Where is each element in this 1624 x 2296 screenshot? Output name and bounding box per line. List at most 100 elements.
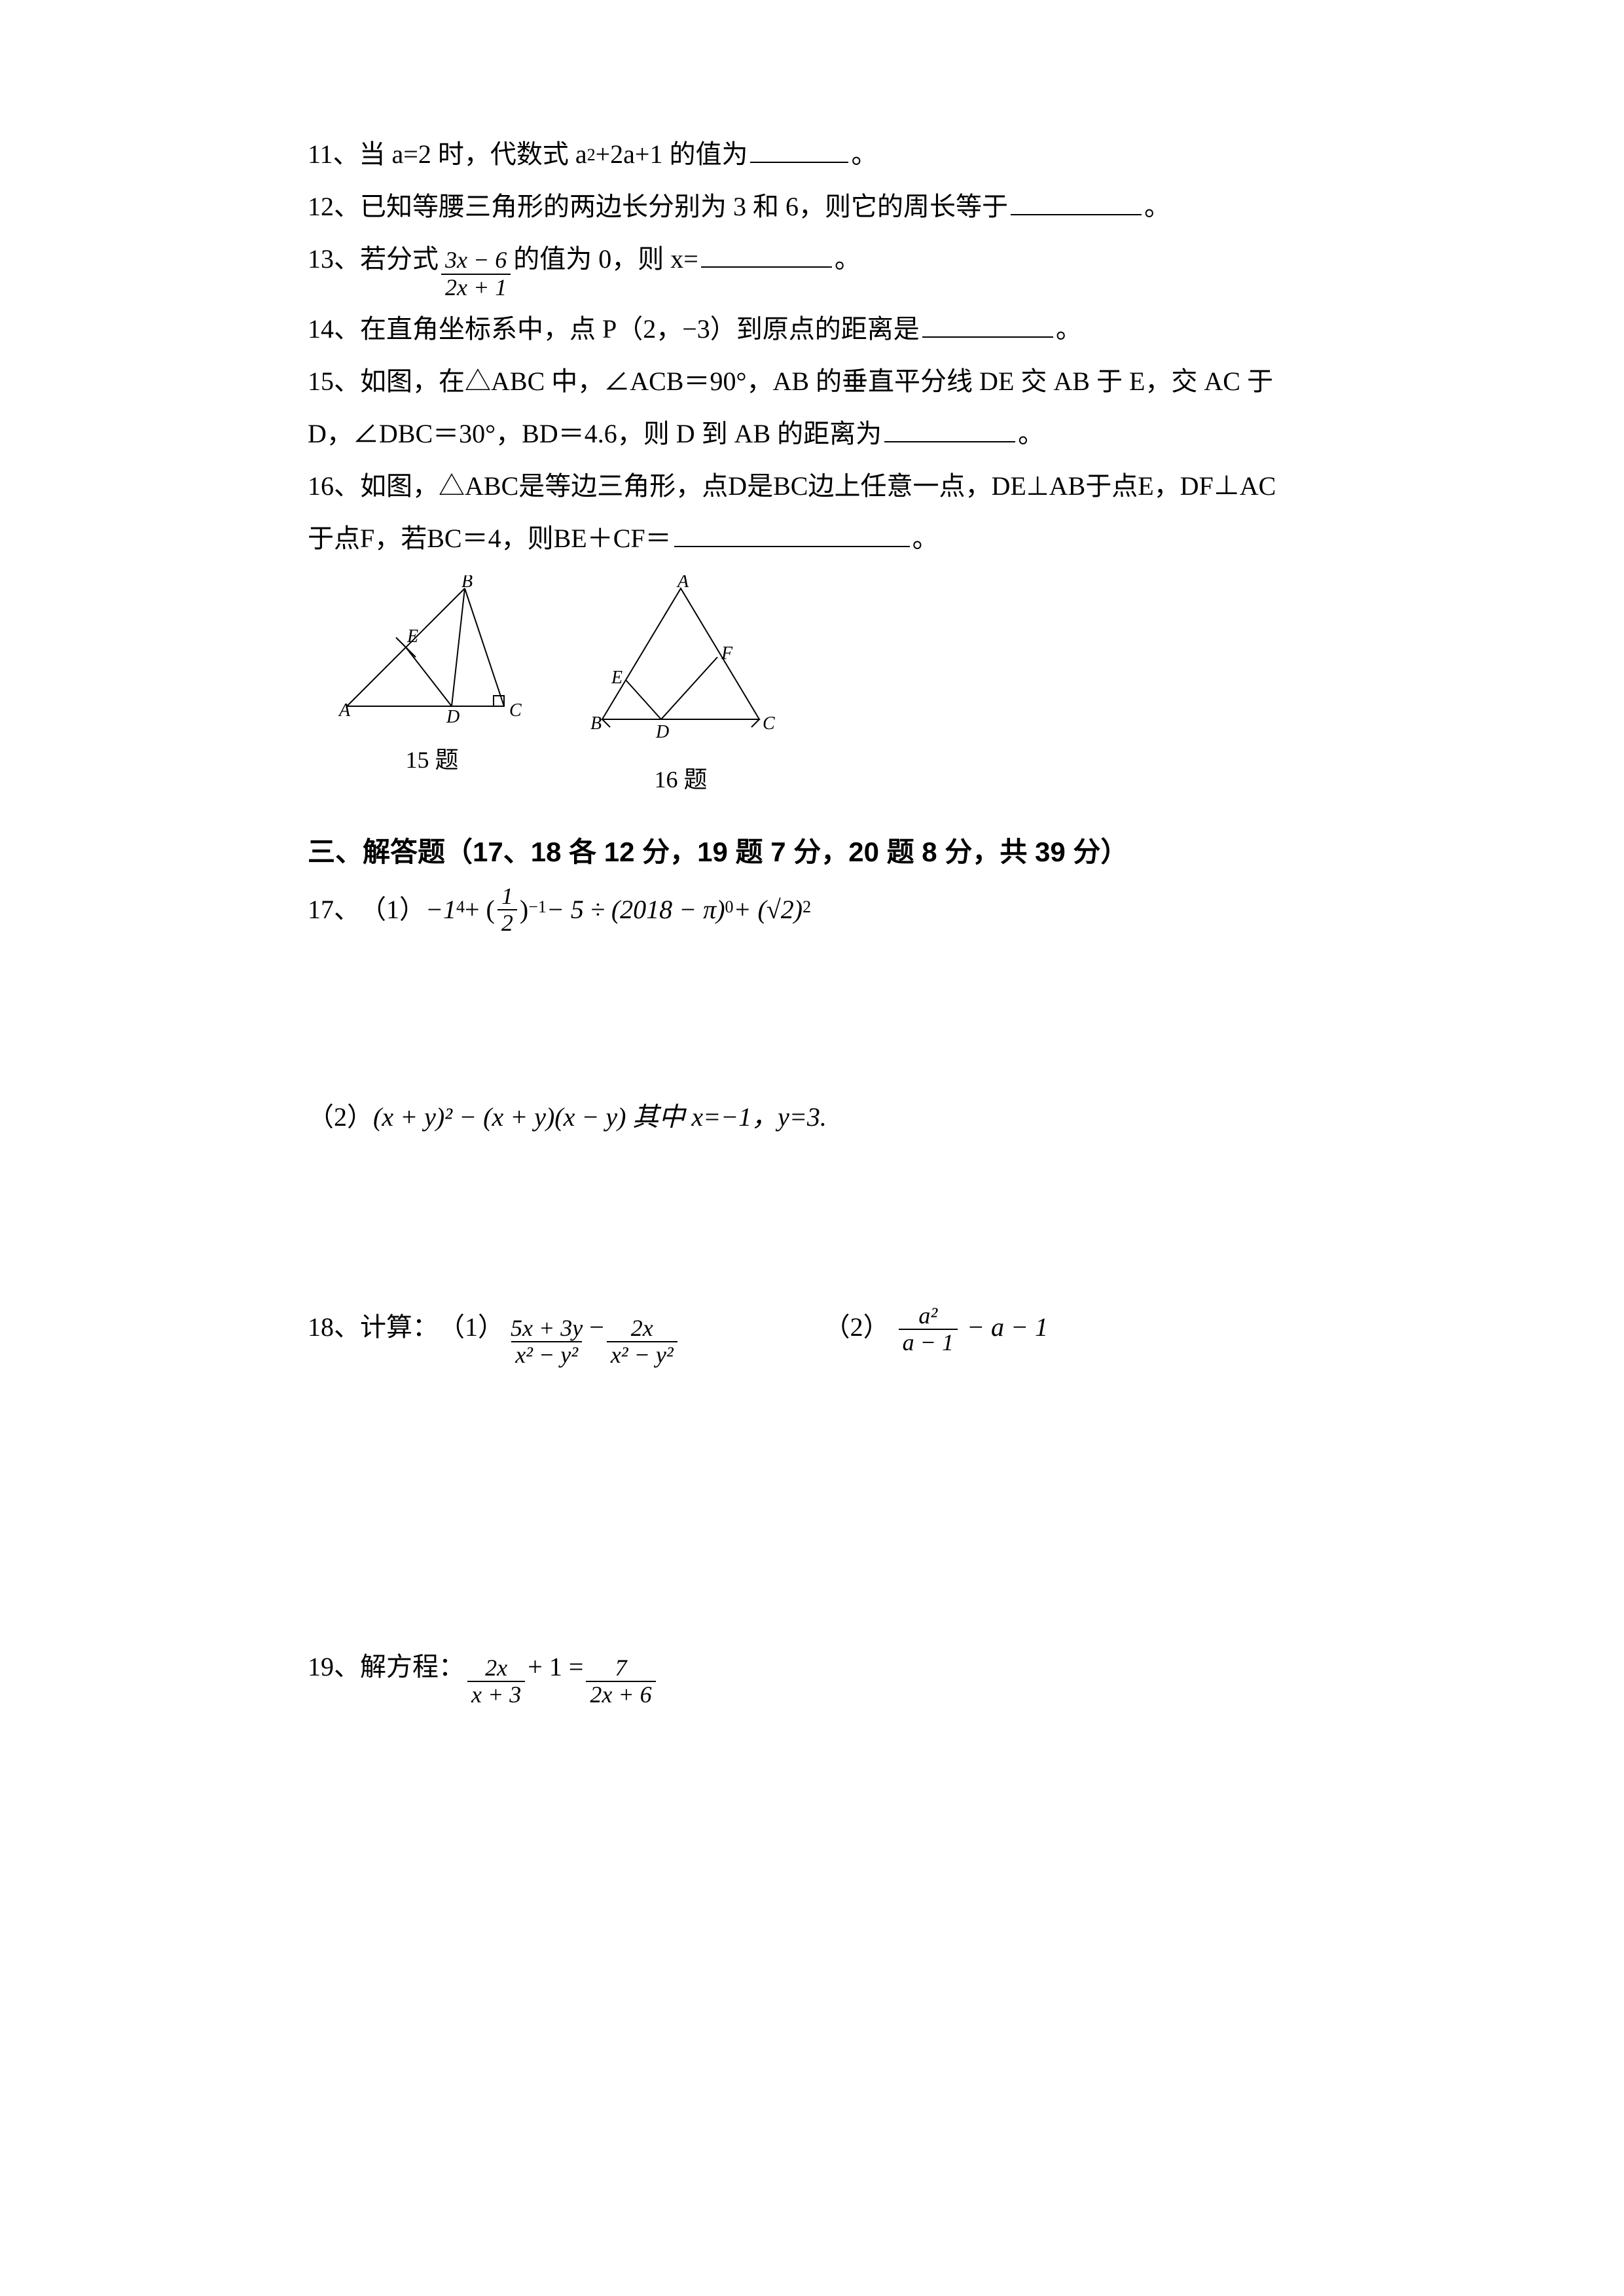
q17-sup2: 2 [803,892,811,923]
q13-blank [701,244,832,268]
q17-num: 17、 [308,886,360,933]
q18-frac3-num: a² [914,1303,941,1329]
q15-line2: D，∠DBC＝30°，BD＝4.6，则 D 到 AB 的距离为 。 [308,410,1310,457]
q17-supneg1: −1 [528,892,547,923]
figures-row: A B C D E 15 题 A B C D E F [334,575,1310,801]
q12-blank [1011,192,1142,215]
spacer-2 [308,1146,1310,1303]
q18-frac1-num: 5x + 3y [507,1316,586,1342]
q17-p2-expr: (x + y)² − (x + y)(x − y) 其中 x=−1，y=3. [373,1094,827,1141]
q19-frac2: 7 2x + 6 [586,1655,655,1708]
q18-label: 计算： [360,1304,439,1351]
spacer-3 [308,1369,1310,1526]
q17-minus5: − 5 ÷ (2018 − π) [547,886,725,933]
q19-mid: + 1 = [528,1643,583,1691]
q13-end: 。 [835,236,861,283]
q19-frac1: 2x x + 3 [467,1655,525,1708]
q18-part2-wrapper: （2） a² a − 1 − a − 1 [824,1303,1048,1356]
question-17-part1: 17、 （1） −14 + ( 1 2 )−1 − 5 ÷ (2018 − π)… [308,884,1310,937]
q18-frac3: a² a − 1 [899,1303,958,1356]
q19-num: 19、 [308,1643,360,1691]
q13-textA: 若分式 [360,236,439,283]
section-3-title: 三、解答题（17、18 各 12 分，19 题 7 分，20 题 8 分，共 3… [308,827,1310,877]
q13-frac-den: 2x + 1 [441,274,511,301]
question-12: 12、 已知等腰三角形的两边长分别为 3 和 6，则它的周长等于 。 [308,183,1310,230]
figure-15-block: A B C D E 15 题 [334,575,530,801]
q16-blank [674,524,910,547]
q14-text: 在直角坐标系中，点 P（2，−3）到原点的距离是 [360,306,920,353]
svg-text:B: B [590,713,602,734]
question-14: 14、 在直角坐标系中，点 P（2，−3）到原点的距离是 。 [308,306,1310,353]
svg-text:E: E [406,626,418,647]
q12-num: 12、 [308,183,360,230]
q18-frac2-den: x² − y² [607,1341,677,1369]
q15-text1: 如图，在△ABC 中，∠ACB＝90°，AB 的垂直平分线 DE 交 AB 于 … [360,358,1273,405]
q17-sup1: 4 [456,892,465,923]
q12-text: 已知等腰三角形的两边长分别为 3 和 6，则它的周长等于 [360,183,1008,230]
q19-frac2-den: 2x + 6 [586,1681,655,1708]
question-11: 11、 当 a=2 时，代数式 a2+2a+1 的值为 。 [308,131,1310,178]
question-13: 13、 若分式 3x − 6 2x + 1 的值为 0，则 x= 。 [308,236,1310,300]
q13-fraction: 3x − 6 2x + 1 [441,247,511,300]
q19-label: 解方程： [360,1643,465,1691]
q11-textB: +2a+1 的值为 [596,131,748,178]
exam-content: 11、 当 a=2 时，代数式 a2+2a+1 的值为 。 12、 已知等腰三角… [308,131,1310,1713]
q14-blank [922,314,1053,338]
q13-num: 13、 [308,236,360,283]
q16-text2: 于点F，若BC＝4，则BE＋CF＝ [308,515,672,562]
figure-16-block: A B C D E F 16 题 [583,575,779,801]
q14-num: 14、 [308,306,360,353]
figure-15-svg: A B C D E [334,575,530,726]
q18-frac2-num: 2x [627,1316,657,1342]
q17-expr1a: −1 [425,886,456,933]
question-19: 19、 解方程： 2x x + 3 + 1 = 7 2x + 6 [308,1643,1310,1708]
q15-text2: D，∠DBC＝30°，BD＝4.6，则 D 到 AB 的距离为 [308,410,882,457]
svg-text:A: A [338,700,351,721]
q13-frac-num: 3x − 6 [441,247,511,274]
q12-end: 。 [1144,183,1170,230]
q16-text1: 如图，△ABC是等边三角形，点D是BC边上任意一点，DE⊥AB于点E，DF⊥AC [360,463,1276,510]
q15-line1: 15、 如图，在△ABC 中，∠ACB＝90°，AB 的垂直平分线 DE 交 A… [308,358,1310,405]
spacer-1 [308,937,1310,1094]
svg-text:E: E [611,668,623,688]
q15-blank [884,419,1015,442]
q18-num: 18、 [308,1304,360,1351]
q15-end: 。 [1018,410,1044,457]
figure-15-caption: 15 题 [405,739,458,781]
q15-num: 15、 [308,358,360,405]
figure-16-svg: A B C D E F [583,575,779,745]
q18-p2-label: （2） [824,1312,890,1342]
q18-frac2: 2x x² − y² [607,1316,677,1369]
q16-end: 。 [912,515,939,562]
q18-minus: − [589,1304,604,1351]
q17-afterfrac: ) [520,886,528,933]
q16-num: 16、 [308,463,360,510]
q18-frac1-den: x² − y² [511,1341,582,1369]
q11-end: 。 [851,131,877,178]
q17-sup0: 0 [725,892,734,923]
q16-line2: 于点F，若BC＝4，则BE＋CF＝ 。 [308,515,1310,562]
q18-frac1: 5x + 3y x² − y² [507,1316,586,1369]
q17-frac-num: 1 [497,884,517,910]
svg-text:D: D [655,722,669,742]
svg-text:C: C [509,700,522,721]
svg-text:C: C [763,713,775,734]
q14-end: 。 [1056,306,1082,353]
question-15: 15、 如图，在△ABC 中，∠ACB＝90°，AB 的垂直平分线 DE 交 A… [308,358,1310,457]
q19-frac1-den: x + 3 [467,1681,525,1708]
question-17-part2: （2） (x + y)² − (x + y)(x − y) 其中 x=−1，y=… [308,1094,1310,1141]
q11-sup: 2 [587,140,596,171]
svg-text:F: F [721,643,733,664]
figure-16-caption: 16 题 [654,759,707,801]
q19-frac2-num: 7 [611,1655,631,1681]
q13-textB: 的值为 0，则 x= [513,236,698,283]
q19-frac1-num: 2x [481,1655,511,1681]
q17-plus: + (√2) [734,886,803,933]
spacer-3b [308,1526,1310,1643]
q11-num: 11、 [308,131,359,178]
q17-plus1: + ( [465,886,495,933]
svg-text:D: D [446,707,460,726]
q17-frac: 1 2 [497,884,517,937]
question-18: 18、 计算： （1） 5x + 3y x² − y² − 2x x² − y²… [308,1303,1310,1369]
q11-textA: 当 a=2 时，代数式 a [359,131,587,178]
